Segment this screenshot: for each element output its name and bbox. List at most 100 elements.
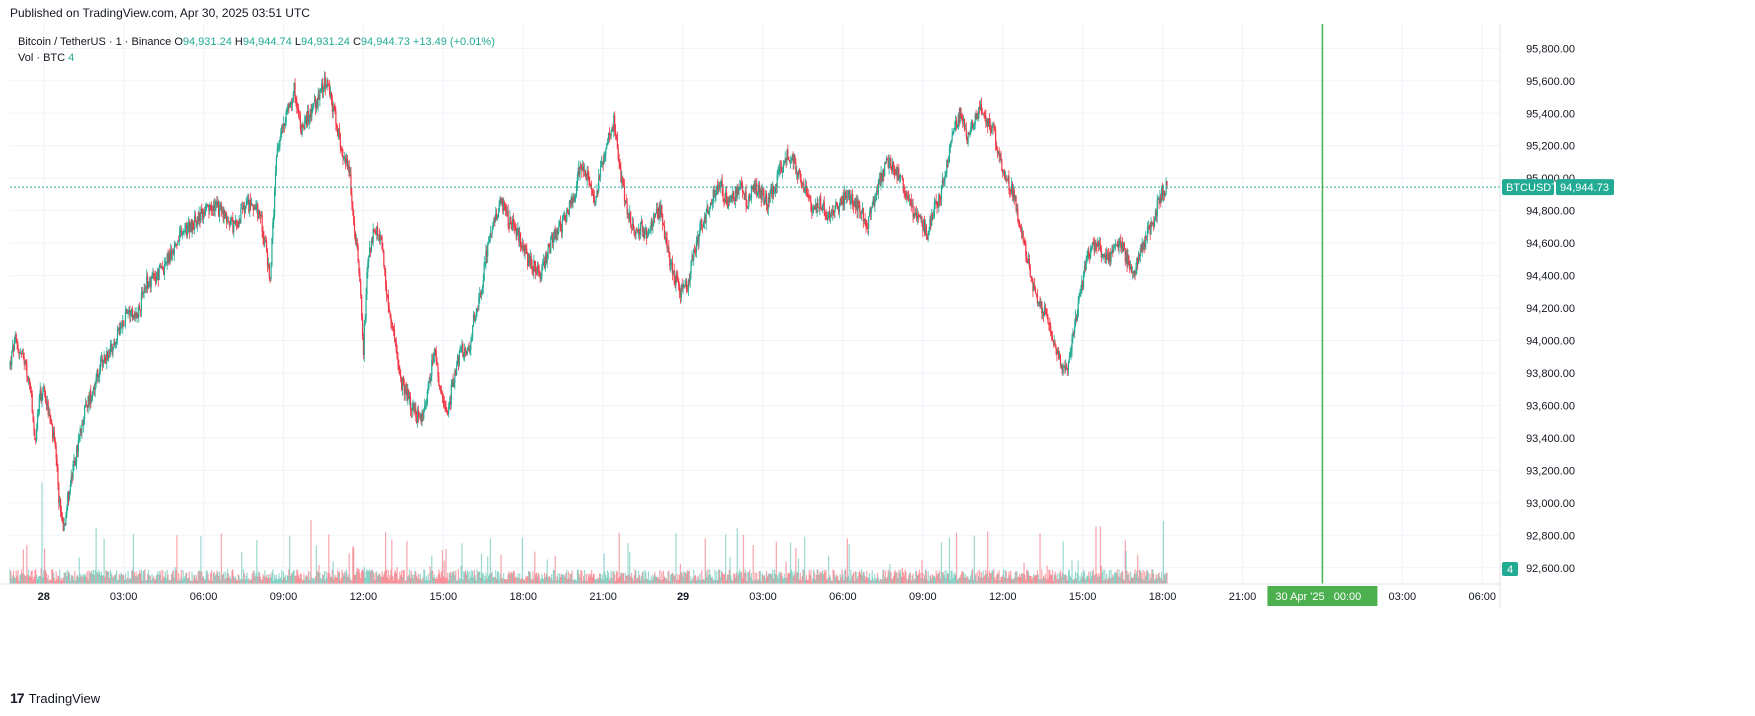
candle-body [824, 213, 826, 216]
candle-body [816, 203, 818, 213]
candle-body [1132, 271, 1134, 273]
volume-bar [24, 575, 26, 584]
volume-bar [487, 556, 489, 584]
volume-bar [774, 574, 777, 584]
volume-bar [245, 575, 247, 584]
candle-body [214, 203, 216, 211]
volume-bar [68, 571, 70, 584]
candle-body [1002, 170, 1004, 173]
price-chart[interactable]: 95,800.0095,600.0095,400.0095,200.0095,0… [0, 24, 1755, 686]
candle-body [498, 200, 500, 213]
candle-body [745, 191, 747, 206]
candle-body [693, 248, 695, 260]
candle-body [125, 309, 127, 312]
candle-body [620, 168, 622, 183]
candle-body [153, 273, 155, 277]
volume-bar [1158, 572, 1160, 584]
candle-body [520, 246, 523, 248]
symbol-name[interactable]: Bitcoin / TetherUS · 1 · Binance [18, 36, 172, 48]
volume-bar [361, 569, 364, 584]
candle-body [157, 271, 159, 281]
x-tick-label: 15:00 [430, 591, 458, 603]
candle-body [158, 266, 160, 281]
volume-tag-value: 4 [1507, 564, 1513, 576]
candle-body [1086, 257, 1088, 259]
volume-bar [35, 569, 37, 584]
candle-body [640, 220, 642, 223]
candle-body [465, 350, 468, 355]
candle-body [646, 235, 649, 239]
volume-bar [825, 570, 827, 584]
candle-body [982, 113, 984, 115]
volume-bar [402, 569, 404, 584]
candle-body [1061, 364, 1063, 374]
candle-body [536, 265, 539, 274]
price-axis[interactable]: 95,800.0095,600.0095,400.0095,200.0095,0… [1499, 24, 1575, 607]
volume-bar [1151, 569, 1153, 584]
candle-body [312, 105, 314, 108]
candle-body [1010, 190, 1012, 193]
candle-body [873, 199, 875, 206]
candle-body [246, 201, 248, 205]
time-axis[interactable]: 28 03:00 06:00 09:00 12:00 15:00 18:00 21:00 29 0… [0, 583, 1500, 603]
volume-bar [338, 571, 341, 584]
candle-body [823, 202, 825, 214]
volume-bar [140, 569, 143, 584]
volume-bar [653, 576, 655, 584]
volume-bar [244, 579, 246, 584]
chart-area[interactable]: 95,800.0095,600.0095,400.0095,200.0095,0… [0, 24, 1755, 686]
volume-bar [907, 580, 909, 584]
volume-bar [931, 578, 933, 584]
volume-bar [517, 573, 519, 584]
candle-body [231, 218, 233, 220]
candle-body [926, 234, 928, 240]
volume-bar [417, 573, 420, 584]
volume-bar [657, 576, 659, 584]
volume-bar [1034, 575, 1036, 584]
volume-bar [822, 574, 824, 584]
candle-body [1142, 243, 1144, 249]
volume-bar [1078, 580, 1080, 584]
candle-body [564, 215, 566, 222]
volume-bar [641, 572, 643, 584]
volume-bar [931, 574, 934, 584]
candle-body [1098, 243, 1101, 246]
volume-bar [1007, 576, 1009, 584]
volume-bar [955, 532, 958, 584]
volume-bar [327, 572, 329, 584]
volume-bar [510, 572, 512, 584]
candle-body [173, 247, 175, 255]
footer-branding[interactable]: 17 TradingView [10, 690, 100, 706]
candle-body [12, 346, 14, 352]
volume-bar [64, 572, 66, 584]
volume-bar [116, 579, 119, 584]
volume-bar [1066, 580, 1069, 584]
candle-body [864, 219, 866, 222]
candle-body [517, 228, 519, 230]
candle-body [493, 217, 495, 223]
candle-body [583, 166, 585, 172]
candle-body [337, 127, 339, 137]
candle-body [37, 412, 40, 414]
candle-body [949, 143, 951, 148]
volume-bar [956, 579, 959, 584]
volume-bar [263, 576, 265, 584]
candle-body [329, 84, 331, 96]
volume-bar [810, 569, 812, 584]
volume-bar [274, 578, 277, 584]
candle-body [987, 118, 990, 127]
candle-body [567, 209, 569, 213]
candle-body [409, 396, 412, 410]
candle-body [1098, 241, 1100, 246]
volume-bar [939, 578, 942, 584]
volume-label[interactable]: Vol · BTC [18, 52, 66, 64]
volume-bar [885, 578, 888, 584]
candle-body [282, 123, 285, 128]
volume-bar [531, 580, 533, 584]
x-tick-label: 06:00 [190, 591, 218, 603]
volume-bar [1166, 572, 1168, 584]
volume-bar [739, 569, 741, 584]
volume-bar [314, 576, 317, 584]
candle-body [1111, 249, 1113, 252]
volume-bar [1019, 577, 1022, 584]
